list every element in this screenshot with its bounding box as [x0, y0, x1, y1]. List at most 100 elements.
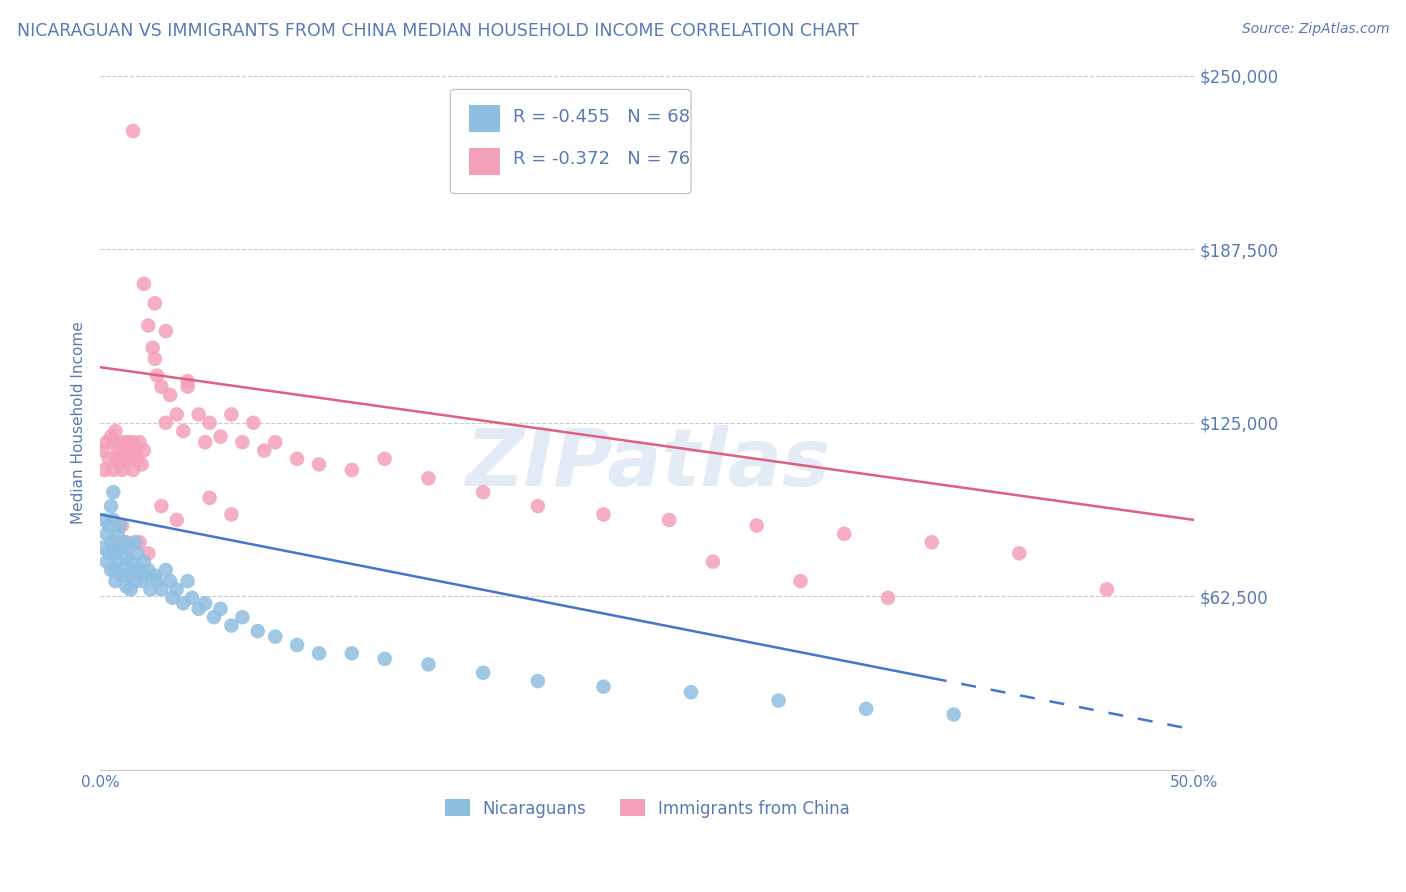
Point [122, 124, 145, 138]
Point [108, 458, 131, 472]
Point [136, 563, 159, 577]
Point [93, 513, 115, 527]
Point [103, 485, 125, 500]
Point [855, 702, 877, 716]
Point [108, 518, 131, 533]
Point [308, 646, 330, 660]
Point [128, 435, 150, 450]
Point [107, 527, 129, 541]
Point [100, 499, 122, 513]
Point [768, 693, 790, 707]
Point [139, 582, 162, 597]
Point [103, 513, 125, 527]
Point [1008, 546, 1031, 560]
Text: ZIPatlas: ZIPatlas [465, 425, 830, 503]
Point [104, 546, 127, 560]
Point [135, 568, 157, 582]
Point [96, 555, 118, 569]
Point [418, 471, 440, 485]
Point [658, 513, 681, 527]
Legend: Nicaraguans, Immigrants from China: Nicaraguans, Immigrants from China [437, 793, 856, 824]
Point [198, 416, 221, 430]
Point [128, 535, 150, 549]
Point [115, 451, 138, 466]
Point [132, 443, 155, 458]
Point [921, 535, 943, 549]
Point [131, 458, 153, 472]
Point [166, 513, 188, 527]
Point [246, 624, 269, 639]
Point [472, 665, 495, 680]
Text: NICARAGUAN VS IMMIGRANTS FROM CHINA MEDIAN HOUSEHOLD INCOME CORRELATION CHART: NICARAGUAN VS IMMIGRANTS FROM CHINA MEDI… [17, 22, 859, 40]
Point [127, 451, 149, 466]
Point [418, 657, 440, 672]
Point [131, 574, 153, 588]
Point [124, 443, 146, 458]
Point [253, 443, 276, 458]
Point [472, 485, 495, 500]
Point [942, 707, 965, 722]
Point [100, 535, 122, 549]
Point [221, 508, 243, 522]
Point [104, 451, 127, 466]
Point [117, 568, 139, 582]
Point [242, 416, 264, 430]
Point [120, 582, 142, 597]
Point [340, 463, 363, 477]
Point [107, 555, 129, 569]
Point [150, 582, 173, 597]
Point [176, 374, 198, 388]
Text: R = -0.372   N = 76: R = -0.372 N = 76 [513, 150, 690, 168]
Point [374, 652, 396, 666]
Point [103, 463, 125, 477]
Point [111, 568, 134, 582]
Point [221, 408, 243, 422]
Point [136, 546, 159, 560]
Point [103, 541, 125, 555]
Point [136, 318, 159, 333]
FancyBboxPatch shape [470, 105, 499, 132]
Y-axis label: Median Household Income: Median Household Income [72, 321, 86, 524]
Point [143, 351, 166, 366]
Point [107, 535, 129, 549]
Point [702, 555, 724, 569]
Point [150, 379, 173, 393]
Point [117, 541, 139, 555]
Point [832, 527, 855, 541]
Point [143, 296, 166, 310]
Point [264, 630, 287, 644]
Point [124, 535, 146, 549]
Point [104, 574, 127, 588]
Point [231, 610, 253, 624]
Point [122, 563, 145, 577]
Point [155, 324, 177, 338]
Point [209, 602, 232, 616]
Point [111, 463, 134, 477]
Point [96, 527, 118, 541]
Point [202, 610, 225, 624]
Point [1095, 582, 1118, 597]
Point [100, 430, 122, 444]
Point [96, 435, 118, 450]
Point [285, 451, 308, 466]
Point [679, 685, 702, 699]
Point [97, 518, 120, 533]
Point [166, 582, 188, 597]
Point [264, 435, 287, 450]
FancyBboxPatch shape [450, 89, 690, 194]
Point [111, 443, 134, 458]
Point [176, 574, 198, 588]
Point [150, 499, 173, 513]
Point [115, 580, 138, 594]
Point [166, 408, 188, 422]
FancyBboxPatch shape [470, 148, 499, 175]
Point [527, 674, 550, 689]
Point [527, 499, 550, 513]
Point [340, 646, 363, 660]
Point [176, 379, 198, 393]
Point [146, 574, 169, 588]
Point [132, 277, 155, 291]
Point [107, 435, 129, 450]
Point [111, 518, 134, 533]
Point [159, 388, 181, 402]
